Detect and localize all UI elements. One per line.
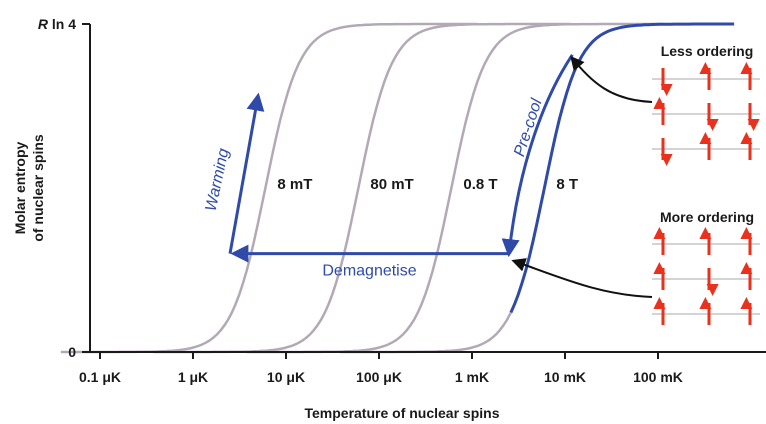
y-tick-label-r-ln-4: R ln 4 — [38, 16, 76, 32]
x-tick-label-0-1-k: 0.1 μK — [79, 369, 121, 385]
y-tick-label-0: 0 — [68, 344, 76, 360]
less-ordering-spin-grid — [652, 62, 760, 166]
more-ordering-spin-grid — [652, 227, 760, 325]
y-ticks: 0 R ln 4 — [38, 16, 90, 360]
pre-cool-arrow — [501, 53, 574, 258]
curve-label-8-t: 8 T — [556, 176, 578, 193]
curve-8-mt — [60, 22, 478, 354]
x-axis-title: Temperature of nuclear spins — [304, 405, 499, 421]
curve-8-t-high — [509, 22, 735, 314]
curve-label-80-mt: 80 mT — [370, 176, 413, 193]
warming-label: Warming — [203, 147, 233, 213]
demagnetise-label: Demagnetise — [322, 263, 416, 280]
less-ordering-title: Less ordering — [661, 43, 754, 59]
less-ordering-pointer — [570, 55, 653, 103]
process-arrows — [228, 53, 574, 263]
pre-cool-label: Pre-cool — [511, 96, 546, 158]
x-tick-label-10-k: 10 μK — [267, 369, 305, 385]
more-ordering-title: More ordering — [660, 209, 754, 225]
curve-label-0-8-t: 0.8 T — [463, 176, 497, 193]
x-tick-label-100-k: 100 μK — [356, 369, 402, 385]
x-tick-label-1-mk: 1 mK — [455, 369, 489, 385]
x-tick-label-10-mk: 10 mK — [544, 369, 586, 385]
more-ordering-pointer — [511, 258, 653, 298]
curve-8-t-low — [339, 311, 513, 354]
x-tick-label-1-k: 1 μK — [178, 369, 208, 385]
warming-arrow — [228, 92, 265, 254]
x-tick-label-100-mk: 100 mK — [633, 369, 683, 385]
y-axis-title-line2: of nuclear spins — [30, 134, 46, 242]
curve-labels: 8 mT 80 mT 0.8 T 8 T — [277, 176, 578, 193]
y-axis-title-line1: Molar entropy — [12, 142, 28, 235]
x-ticks: 0.1 μK 1 μK 10 μK 100 μK 1 mK 10 mK 100 mK — [79, 352, 683, 385]
curve-label-8-mt: 8 mT — [277, 176, 312, 193]
